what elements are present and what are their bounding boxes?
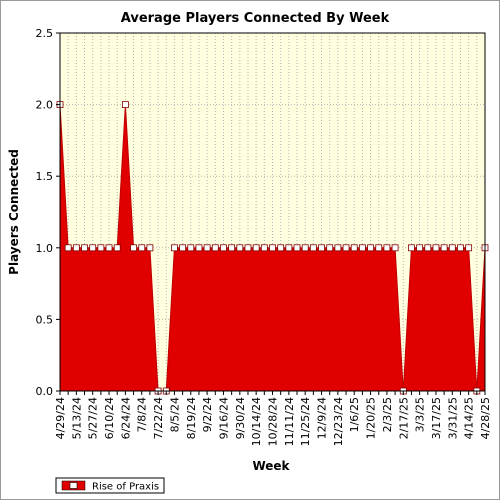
x-tick-label: 2/3/25 xyxy=(381,397,394,432)
x-tick-label: 2/17/25 xyxy=(397,397,410,439)
x-tick-label: 9/16/24 xyxy=(217,397,230,439)
x-tick-label: 9/2/24 xyxy=(201,397,214,432)
data-point xyxy=(187,244,195,252)
data-point xyxy=(342,244,350,252)
x-tick-label: 6/24/24 xyxy=(119,397,132,439)
data-point xyxy=(285,244,293,252)
data-point xyxy=(228,244,236,252)
data-point xyxy=(309,244,317,252)
data-point xyxy=(448,244,456,252)
data-point xyxy=(171,244,178,252)
data-point xyxy=(64,244,72,252)
x-tick-label: 8/19/24 xyxy=(185,397,198,439)
y-tick-label: 0.5 xyxy=(36,313,54,326)
data-point xyxy=(408,244,415,252)
data-point xyxy=(179,244,186,252)
chart-title: Average Players Connected By Week xyxy=(121,11,390,26)
series-markers xyxy=(56,101,489,395)
x-tick-label: 1/20/25 xyxy=(365,397,378,439)
x-tick-label: 5/13/24 xyxy=(70,397,83,439)
data-point xyxy=(72,244,80,252)
data-point xyxy=(318,244,325,252)
data-point xyxy=(203,244,211,252)
legend: Rise of Praxis xyxy=(55,477,165,494)
y-axis-ticks: 0.0 0.5 1.0 1.5 2.0 2.5 xyxy=(36,27,60,398)
y-tick-label: 2.5 xyxy=(36,27,54,40)
x-tick-label: 4/29/24 xyxy=(54,397,67,439)
data-point xyxy=(130,244,137,252)
y-tick-label: 0.0 xyxy=(36,385,54,398)
data-point xyxy=(89,244,97,252)
x-tick-label: 11/11/24 xyxy=(283,397,296,446)
x-tick-label: 12/9/24 xyxy=(316,397,329,439)
data-point xyxy=(195,244,203,252)
x-tick-label: 7/22/24 xyxy=(152,397,165,439)
data-point xyxy=(138,244,146,252)
x-tick-label: 5/27/24 xyxy=(87,397,100,439)
x-tick-label: 3/31/25 xyxy=(446,397,459,439)
x-tick-label: 11/25/24 xyxy=(299,397,312,446)
data-point xyxy=(465,244,473,252)
x-tick-label: 9/30/24 xyxy=(234,397,247,439)
data-point xyxy=(113,244,121,252)
data-point xyxy=(326,244,334,252)
data-point xyxy=(269,244,276,252)
data-point xyxy=(457,244,464,252)
data-point xyxy=(383,244,391,252)
series-area-rise-of-praxis xyxy=(60,104,485,391)
data-point xyxy=(121,101,129,108)
x-axis-ticks: 4/29/24 5/13/24 5/27/24 6/10/24 6/24/24 7/8/2… xyxy=(54,391,492,446)
data-point xyxy=(424,244,432,252)
data-point xyxy=(211,244,219,252)
y-tick-label: 1.5 xyxy=(36,170,54,183)
data-point xyxy=(301,244,309,252)
x-tick-label: 4/14/25 xyxy=(463,397,476,439)
x-tick-label: 12/23/24 xyxy=(332,397,345,446)
data-point xyxy=(81,244,88,252)
x-tick-label: 10/28/24 xyxy=(267,397,280,446)
data-point xyxy=(440,244,448,252)
data-point xyxy=(367,244,374,252)
x-tick-label: 3/17/25 xyxy=(430,397,443,439)
data-point xyxy=(293,244,301,252)
data-point xyxy=(146,244,154,252)
x-axis-label: Week xyxy=(252,459,290,473)
y-tick-label: 1.0 xyxy=(36,242,54,255)
data-point xyxy=(391,244,399,252)
legend-marker xyxy=(69,482,78,489)
x-tick-label: 10/14/24 xyxy=(250,397,263,446)
y-axis-label: Players Connected xyxy=(7,149,21,275)
data-point xyxy=(432,244,440,252)
data-point xyxy=(105,244,113,252)
data-point xyxy=(236,244,244,252)
x-tick-label: 7/8/24 xyxy=(136,397,149,432)
data-point xyxy=(97,244,105,252)
data-point xyxy=(350,244,358,252)
data-point xyxy=(334,244,342,252)
data-point xyxy=(220,244,227,252)
data-point xyxy=(244,244,252,252)
data-point xyxy=(252,244,260,252)
x-tick-label: 6/10/24 xyxy=(103,397,116,439)
legend-label-rise-of-praxis: Rise of Praxis xyxy=(92,482,159,493)
data-point xyxy=(277,244,285,252)
data-point xyxy=(359,244,366,252)
data-point xyxy=(416,244,424,252)
x-tick-label: 3/3/25 xyxy=(414,397,427,432)
data-point xyxy=(375,244,383,252)
x-tick-label: 8/5/24 xyxy=(168,397,181,432)
y-tick-label: 2.0 xyxy=(36,99,54,112)
x-tick-label: 4/28/25 xyxy=(479,397,492,439)
x-tick-label: 1/6/25 xyxy=(348,397,361,432)
data-point xyxy=(260,244,268,252)
